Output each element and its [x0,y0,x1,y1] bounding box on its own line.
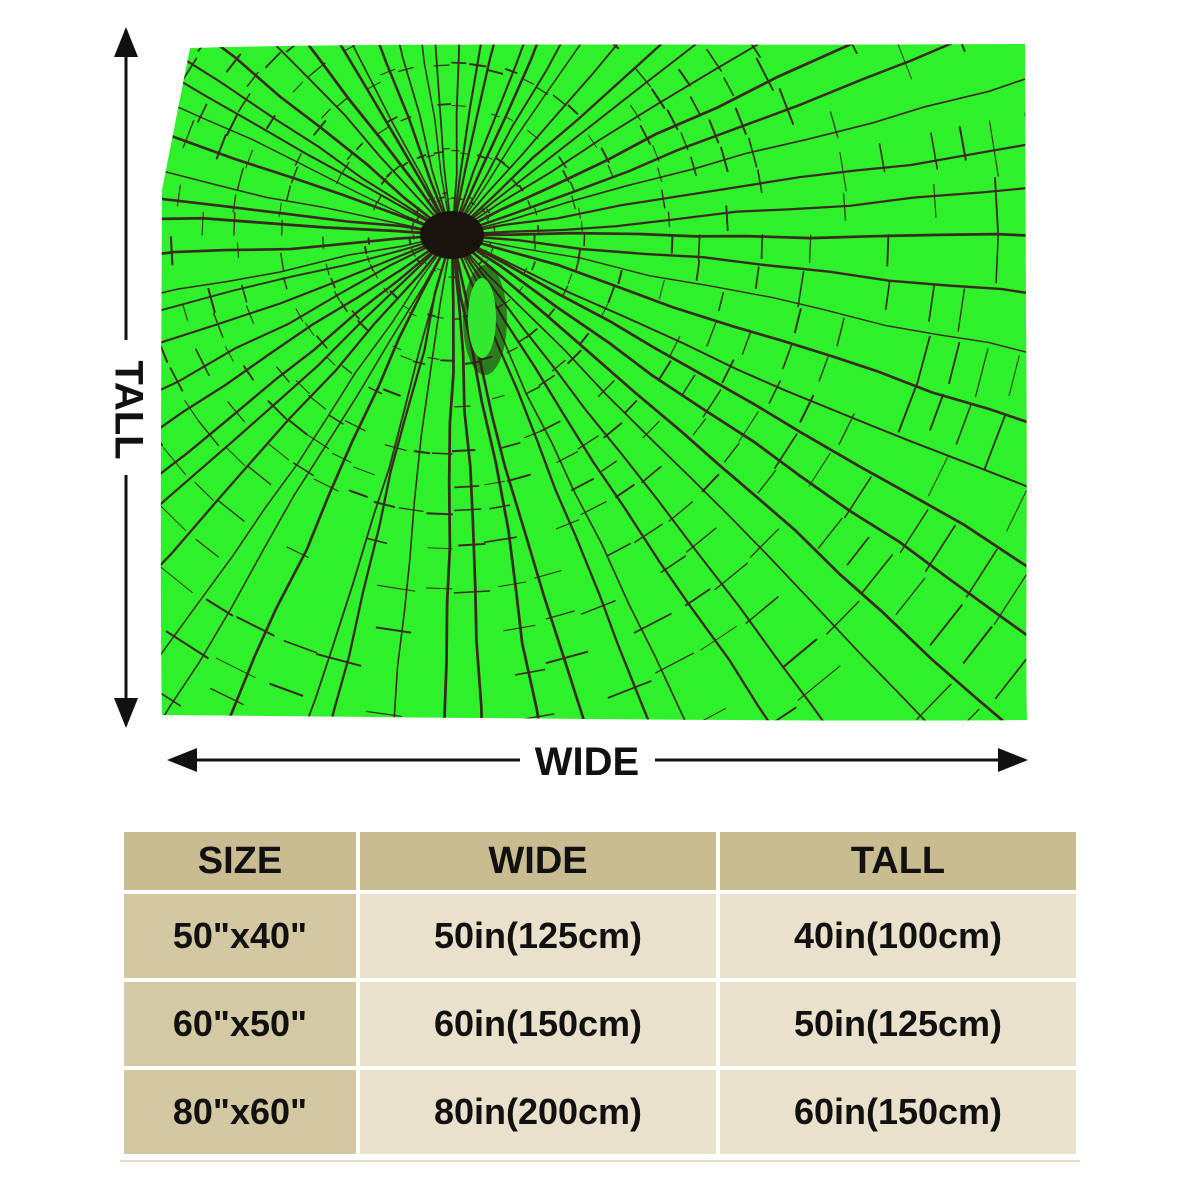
size-cell: 60"x50" [124,982,356,1066]
divider [120,1160,1080,1162]
tall-cell: 50in(125cm) [720,982,1076,1066]
tall-label: TALL [106,360,150,459]
blanket-image [160,44,1028,721]
wide-cell: 80in(200cm) [360,1070,716,1154]
tall-cell: 60in(150cm) [720,1070,1076,1154]
header-size: SIZE [124,832,356,890]
size-cell: 50"x40" [124,894,356,978]
blanket-size-figure: TALL WIDE [106,26,1028,784]
table-row: 80"x60" 80in(200cm) 60in(150cm) [124,1070,1076,1154]
table-row: 60"x50" 60in(150cm) 50in(125cm) [124,982,1076,1066]
size-table: SIZE WIDE TALL 50"x40" 50in(125cm) 40in(… [120,828,1080,1158]
table-row: 50"x40" 50in(125cm) 40in(100cm) [124,894,1076,978]
wide-cell: 50in(125cm) [360,894,716,978]
wide-cell: 60in(150cm) [360,982,716,1066]
impact-hole [420,211,484,259]
wide-label: WIDE [535,740,639,784]
header-wide: WIDE [360,832,716,890]
table-header-row: SIZE WIDE TALL [124,832,1076,890]
header-tall: TALL [720,832,1076,890]
tall-cell: 40in(100cm) [720,894,1076,978]
size-cell: 80"x60" [124,1070,356,1154]
